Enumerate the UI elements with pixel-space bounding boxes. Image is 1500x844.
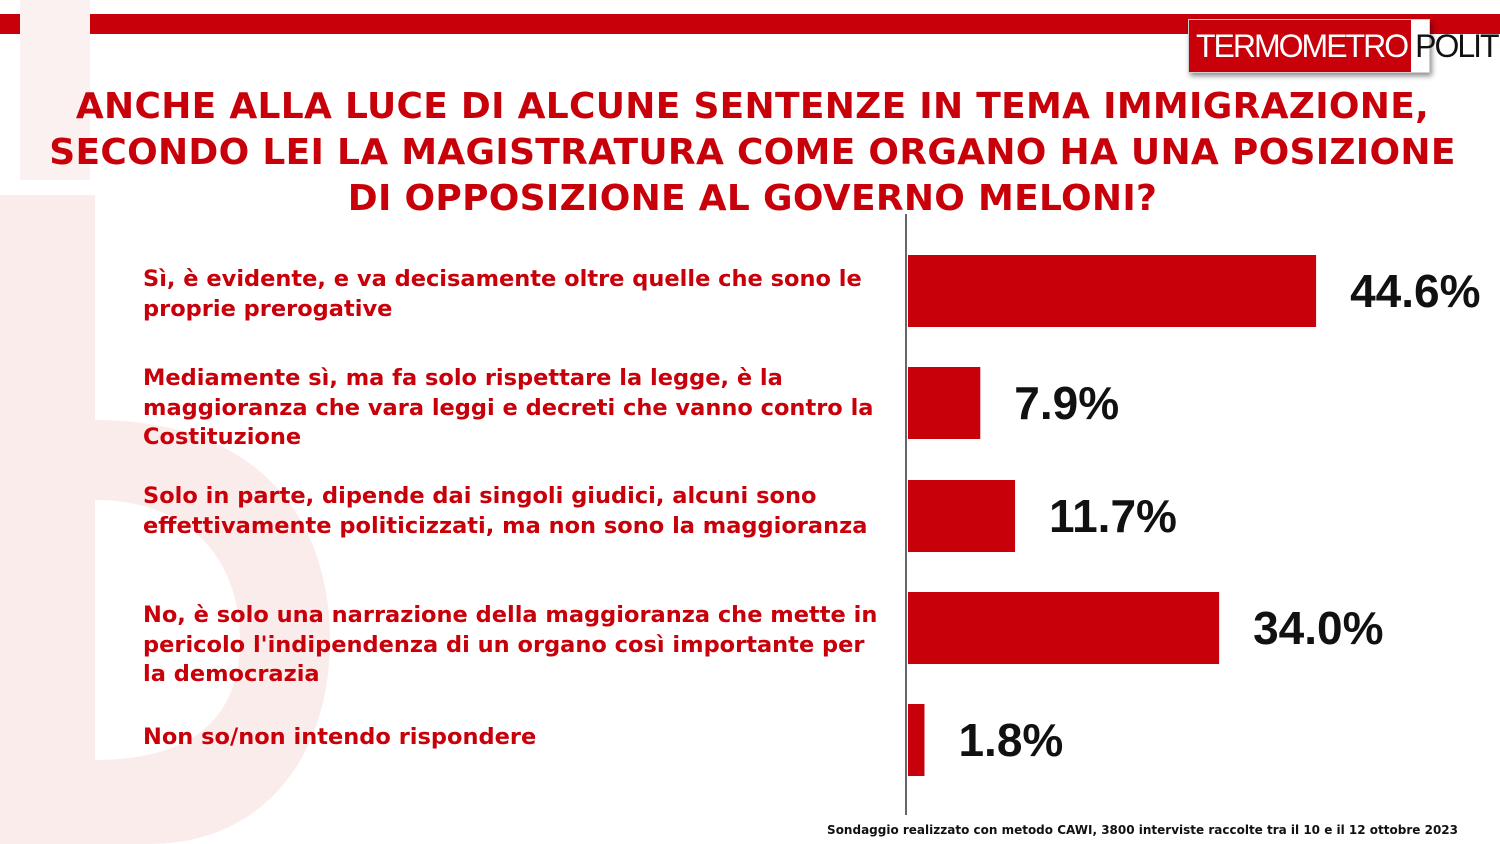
bar-2: [908, 367, 981, 439]
watermark-logo: [0, 0, 330, 844]
top-accent-bar: [0, 14, 1500, 34]
value-label-5: 1.8%: [958, 714, 1063, 766]
bar-4: [908, 592, 1220, 664]
logo-right-text: POLITICO: [1415, 27, 1500, 64]
bar-1: [908, 255, 1317, 327]
category-label-4: No, è solo una narrazione della maggiora…: [143, 602, 878, 687]
value-label-2: 7.9%: [1014, 377, 1119, 429]
category-label-2: Mediamente sì, ma fa solo rispettare la …: [143, 365, 874, 450]
title-line-2: SECONDO LEI LA MAGISTRATURA COME ORGANO …: [49, 132, 1456, 173]
chart-title: ANCHE ALLA LUCE DI ALCUNE SENTENZE IN TE…: [30, 84, 1475, 222]
bar-5: [908, 704, 925, 776]
value-label-3: 11.7%: [1049, 490, 1177, 542]
logo-left-text: TERMOMETRO: [1189, 20, 1412, 72]
category-label-5: Non so/non intendo rispondere: [143, 724, 537, 750]
value-label-1: 44.6%: [1350, 265, 1480, 317]
category-label-3: Solo in parte, dipende dai singoli giudi…: [143, 483, 868, 539]
title-line-3: DI OPPOSIZIONE AL GOVERNO MELONI?: [347, 178, 1158, 219]
value-label-4: 34.0%: [1253, 602, 1383, 654]
bar-3: [908, 480, 1016, 552]
category-label-1: Sì, è evidente, e va decisamente oltre q…: [143, 266, 862, 322]
survey-footnote: Sondaggio realizzato con metodo CAWI, 38…: [827, 823, 1458, 837]
termometro-politico-logo: TERMOMETRO POLITICO: [1188, 19, 1500, 73]
title-line-1: ANCHE ALLA LUCE DI ALCUNE SENTENZE IN TE…: [75, 86, 1430, 127]
